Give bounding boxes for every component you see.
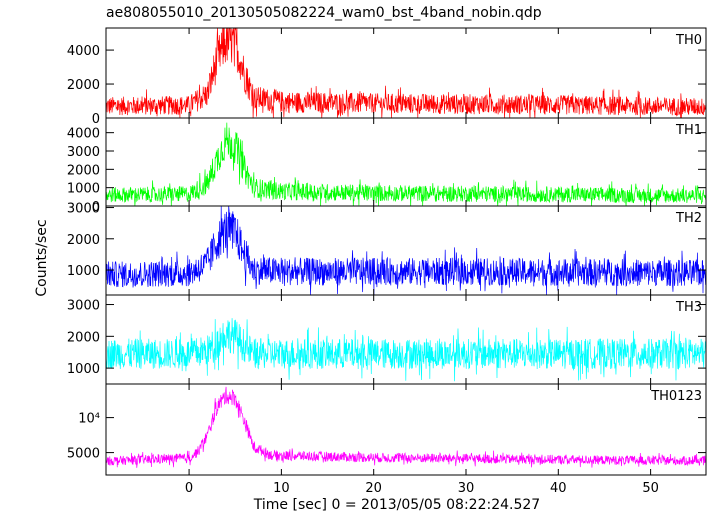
series-th2 (106, 206, 706, 295)
y-tick-label: 2000 (67, 163, 100, 178)
y-tick-label: 3000 (67, 202, 100, 217)
series-th1 (106, 122, 706, 206)
series-th0 (106, 28, 706, 118)
panel-label: TH1 (675, 123, 702, 138)
panel-th0: 0 2000 4000 TH0 (67, 27, 707, 127)
y-tick-label: 1000 (67, 182, 100, 197)
panel-label: TH2 (675, 211, 702, 226)
y-tick-label: 5000 (67, 447, 100, 462)
y-tick-label: 1000 (67, 264, 100, 279)
x-tick-label: 0 (185, 481, 193, 496)
panel-th2: 1000 2000 3000 TH2 (67, 202, 707, 296)
panel-label: TH3 (675, 300, 702, 315)
y-tick-label: 3000 (67, 145, 100, 160)
y-tick-label: 4000 (67, 44, 100, 59)
panel-label: TH0 (675, 33, 702, 48)
panel-th0123: 5000 10⁴ TH0123 (67, 383, 707, 476)
panel-frame (105, 383, 707, 476)
x-tick-label: 10 (273, 481, 290, 496)
y-tick-label: 1000 (67, 362, 100, 377)
x-tick-label: 50 (642, 481, 659, 496)
x-tick-label: 20 (365, 481, 382, 496)
chart-title: ae808055010_20130505082224_wam0_bst_4ban… (106, 5, 542, 21)
x-tick-labels: 0 10 20 30 40 50 (185, 481, 659, 496)
y-tick-label: 3000 (67, 299, 100, 314)
y-tick-label: 10⁴ (78, 412, 100, 427)
panel-th1: 0 1000 2000 3000 4000 TH1 (67, 117, 707, 215)
y-tick-label: 2000 (67, 330, 100, 345)
y-tick-label: 4000 (67, 127, 100, 142)
x-tick-label: 40 (550, 481, 567, 496)
y-axis-label: Counts/sec (34, 219, 50, 296)
x-axis-label: Time [sec] 0 = 2013/05/05 08:22:24.527 (253, 497, 540, 513)
panels-group: 0 2000 4000 TH0 0 1000 2000 3000 4000 TH1 1000 2000… (67, 27, 707, 476)
series-th0123 (106, 386, 706, 468)
panel-label: TH0123 (650, 389, 702, 404)
y-tick-label: 2000 (67, 78, 100, 93)
y-tick-label: 0 (92, 112, 100, 127)
y-tick-label: 0 (92, 200, 100, 215)
panel-frame (105, 205, 707, 296)
y-tick-label: 2000 (67, 233, 100, 248)
panel-th3: 1000 2000 3000 TH3 (67, 294, 707, 385)
series-th3 (106, 318, 706, 382)
x-tick-label: 30 (458, 481, 475, 496)
